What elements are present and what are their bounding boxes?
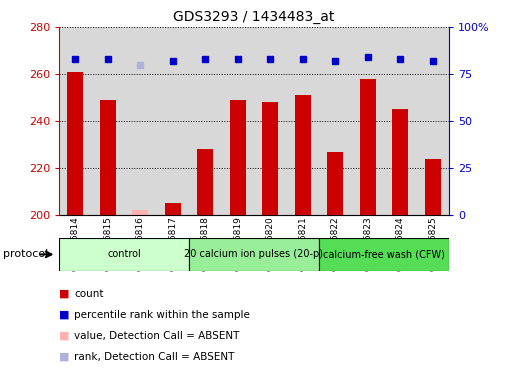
Text: rank, Detection Call = ABSENT: rank, Detection Call = ABSENT <box>74 352 235 362</box>
Bar <box>67 71 83 215</box>
Title: GDS3293 / 1434483_at: GDS3293 / 1434483_at <box>173 10 334 25</box>
Text: percentile rank within the sample: percentile rank within the sample <box>74 310 250 320</box>
Bar <box>197 149 213 215</box>
Bar <box>189 238 319 271</box>
Bar <box>327 152 343 215</box>
Text: ■: ■ <box>59 352 69 362</box>
Bar <box>165 203 181 215</box>
Text: count: count <box>74 289 104 299</box>
Bar <box>132 210 148 215</box>
Bar <box>392 109 408 215</box>
Text: ■: ■ <box>59 331 69 341</box>
Text: calcium-free wash (CFW): calcium-free wash (CFW) <box>323 249 445 260</box>
Bar <box>319 238 449 271</box>
Text: control: control <box>107 249 141 260</box>
Bar <box>424 159 441 215</box>
Bar <box>229 100 246 215</box>
Bar <box>100 100 116 215</box>
Text: value, Detection Call = ABSENT: value, Detection Call = ABSENT <box>74 331 240 341</box>
Bar <box>59 238 189 271</box>
Text: protocol: protocol <box>3 249 48 260</box>
Bar <box>360 79 376 215</box>
Text: ■: ■ <box>59 289 69 299</box>
Text: 20 calcium ion pulses (20-p): 20 calcium ion pulses (20-p) <box>185 249 323 260</box>
Bar <box>294 95 311 215</box>
Bar <box>262 102 278 215</box>
Text: ■: ■ <box>59 310 69 320</box>
